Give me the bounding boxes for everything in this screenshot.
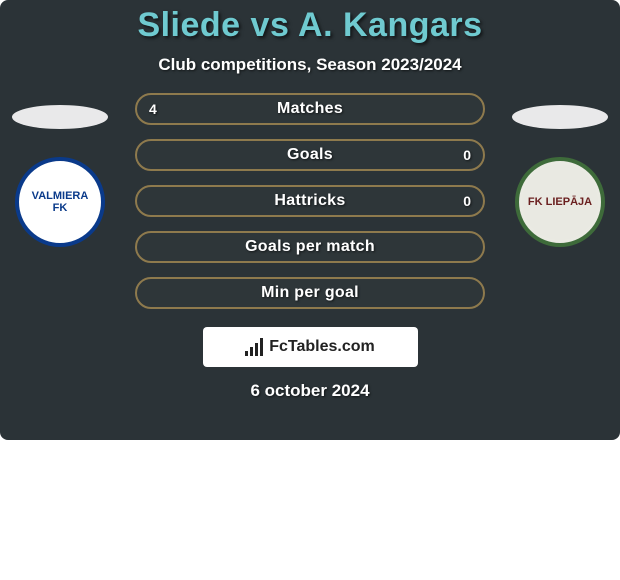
stat-row: Hattricks 0 — [135, 185, 485, 217]
comparison-body: VALMIERA FK FK LIEPĀJA 4MatchesGoals0Hat… — [0, 93, 620, 309]
club-badge-right: FK LIEPĀJA — [515, 157, 605, 247]
club-badge-right-label: FK LIEPĀJA — [522, 196, 598, 208]
stat-right-value: 0 — [463, 193, 471, 209]
stats-list: 4 Matches Goals 0 Hattricks 0 Goals per match M… — [135, 93, 485, 309]
stat-row: Min per goal — [135, 277, 485, 309]
player-left-column: VALMIERA FK — [0, 93, 120, 247]
club-badge-left-label: VALMIERA FK — [19, 190, 101, 214]
stat-row: Goals per match — [135, 231, 485, 263]
page-subtitle: Club competitions, Season 2023/2024 — [0, 55, 620, 75]
stat-label: Goals — [287, 146, 333, 164]
brand-text: FcTables.com — [269, 338, 375, 356]
brand-badge: FcTables.com — [203, 327, 418, 367]
brand-bars-icon — [245, 338, 263, 356]
player-left-silhouette-icon — [12, 105, 108, 129]
stat-row: Goals 0 — [135, 139, 485, 171]
club-badge-left: VALMIERA FK — [15, 157, 105, 247]
stat-row: 4 Matches — [135, 93, 485, 125]
stat-label: Matches — [277, 100, 343, 118]
stat-label: Goals per match — [245, 238, 375, 256]
comparison-card: Sliede vs A. Kangars Club competitions, … — [0, 0, 620, 440]
player-right-column: FK LIEPĀJA — [500, 93, 620, 247]
stat-left-value: 4 — [149, 101, 157, 117]
stat-right-value: 0 — [463, 147, 471, 163]
player-right-silhouette-icon — [512, 105, 608, 129]
stat-label: Min per goal — [261, 284, 359, 302]
page-title: Sliede vs A. Kangars — [0, 6, 620, 45]
stat-label: Hattricks — [274, 192, 345, 210]
footer-date: 6 october 2024 — [0, 381, 620, 401]
